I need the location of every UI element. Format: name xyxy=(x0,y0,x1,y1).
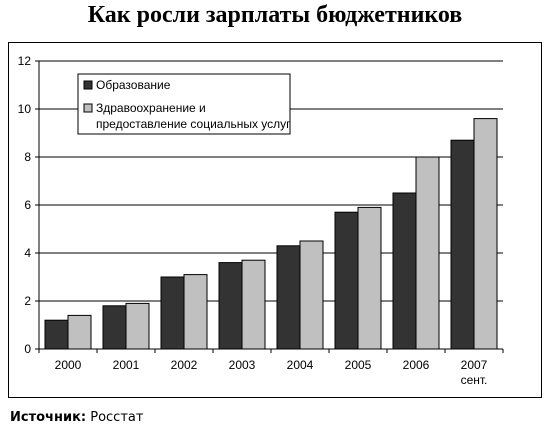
x-tick-label: 2003 xyxy=(229,358,256,372)
bar-education-4 xyxy=(276,245,301,350)
y-tick-label: 0 xyxy=(24,342,31,356)
y-tick-label: 8 xyxy=(24,150,31,164)
bar-education-1 xyxy=(102,305,127,350)
source-note: Источник: Росстат xyxy=(10,410,143,425)
y-tick-label: 12 xyxy=(18,54,32,68)
bar-education-0 xyxy=(44,319,69,350)
legend-box xyxy=(77,73,291,135)
y-tick-label: 4 xyxy=(24,246,31,260)
x-tick-label: 2001 xyxy=(113,358,140,372)
source-value: Росстат xyxy=(90,410,144,425)
source-label: Источник: xyxy=(10,410,87,425)
x-tick-label: 2002 xyxy=(171,358,198,372)
bar-healthcare-5 xyxy=(357,206,382,350)
x-tick-label: 2005 xyxy=(345,358,372,372)
bar-healthcare-3 xyxy=(241,259,266,350)
bar-healthcare-4 xyxy=(299,240,324,350)
legend-label-education: Образование xyxy=(96,78,171,92)
chart-frame xyxy=(8,42,542,398)
x-tick-label: 2006 xyxy=(403,358,430,372)
bar-healthcare-0 xyxy=(67,314,92,350)
legend-label-healthcare: предоставление социальных услуг xyxy=(96,117,291,131)
bar-healthcare-1 xyxy=(125,302,150,350)
bar-education-6 xyxy=(392,192,417,350)
bar-healthcare-2 xyxy=(183,274,208,350)
bar-education-2 xyxy=(160,276,185,350)
legend-label-healthcare: Здравоохранение и xyxy=(96,101,206,115)
bar-healthcare-7 xyxy=(473,118,498,350)
x-tick-label: 2000 xyxy=(55,358,82,372)
x-tick-label: сент. xyxy=(461,373,488,387)
bars xyxy=(44,118,498,350)
legend: Образование Здравоохранение и предоставлен… xyxy=(77,73,291,135)
legend-swatch-education xyxy=(83,80,93,90)
bar-education-5 xyxy=(334,211,359,350)
y-axis-ticks: 0 2 4 6 8 10 12 xyxy=(18,54,39,356)
chart-title: Как росли зарплаты бюджетников xyxy=(87,2,463,28)
y-tick-label: 2 xyxy=(24,294,31,308)
x-tick-label: 2007 xyxy=(461,358,488,372)
y-tick-label: 6 xyxy=(24,198,31,212)
legend-swatch-healthcare xyxy=(83,103,93,113)
y-tick-label: 10 xyxy=(18,102,32,116)
bar-education-7 xyxy=(450,139,475,350)
x-tick-label: 2004 xyxy=(287,358,314,372)
bar-education-3 xyxy=(218,262,243,350)
bar-healthcare-6 xyxy=(415,156,440,350)
